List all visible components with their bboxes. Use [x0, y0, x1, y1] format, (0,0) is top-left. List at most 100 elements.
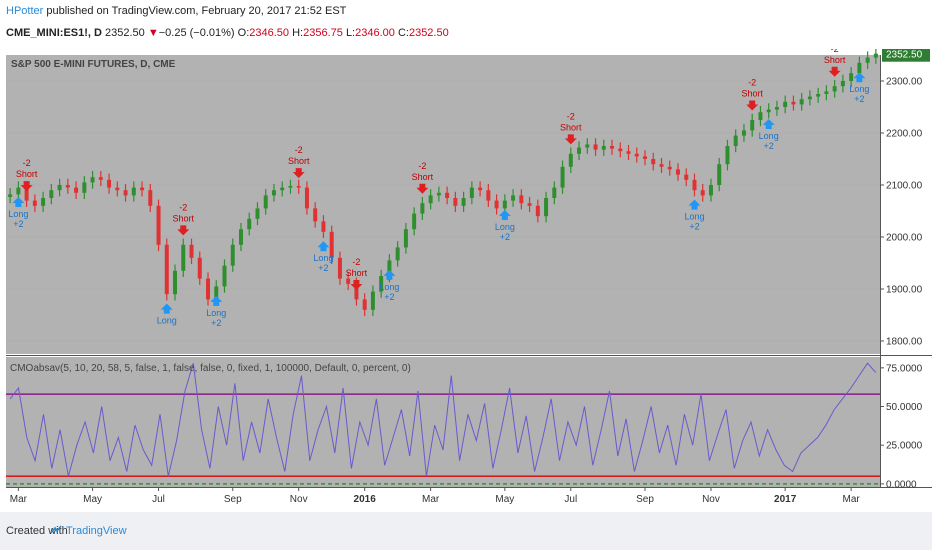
- high-label: H:: [292, 27, 304, 39]
- price-bar-body: [32, 200, 37, 206]
- price-bar-body: [131, 187, 136, 196]
- price-bar-body: [659, 164, 664, 167]
- price-bar-body: [667, 166, 672, 170]
- price-bar-body: [453, 198, 458, 206]
- price-bar-body: [238, 229, 243, 245]
- price-bar-body: [115, 187, 120, 191]
- last-price-tag: [882, 49, 930, 62]
- long-signal-qty: +2: [211, 318, 221, 328]
- publish-text: published on TradingView.com, February 2…: [46, 5, 347, 17]
- price-bar-body: [280, 187, 285, 191]
- price-bar-body: [840, 81, 845, 87]
- short-signal-qty: -2: [831, 49, 839, 54]
- price-bar-body: [461, 198, 466, 206]
- price-bar-body: [651, 159, 656, 165]
- long-signal-label: Long: [8, 209, 28, 219]
- price-bar-body: [601, 146, 606, 150]
- short-signal-label: Short: [288, 156, 310, 166]
- last-price-label: 2352.50: [886, 50, 923, 61]
- price-pane-title: S&P 500 E-MINI FUTURES, D, CME: [11, 59, 176, 70]
- long-arrow-icon: [160, 303, 173, 314]
- down-arrow-icon: ▼: [147, 27, 159, 39]
- price-bar-body: [90, 177, 95, 183]
- low-label: L:: [345, 27, 356, 39]
- price-bar-body: [24, 187, 29, 201]
- price-bar-body: [49, 190, 54, 198]
- price-bar-body: [230, 244, 235, 266]
- price-bar-body: [271, 190, 276, 196]
- long-signal-qty: +2: [854, 94, 864, 104]
- price-bar-body: [445, 192, 450, 198]
- price-bar-body: [857, 62, 862, 74]
- author-link[interactable]: HPotter: [6, 5, 44, 17]
- long-signal-label: Long: [759, 131, 779, 141]
- price-bar-body: [8, 194, 13, 197]
- short-signal-qty: -2: [352, 257, 360, 267]
- short-signal-label: Short: [412, 172, 434, 182]
- price-bar-body: [717, 164, 722, 185]
- price-bar-body: [824, 91, 829, 94]
- price-bar-body: [585, 144, 590, 148]
- short-signal-label: Short: [173, 213, 195, 223]
- long-signal-label: Long: [495, 222, 515, 232]
- time-tick-label: Mar: [422, 494, 440, 505]
- price-tick-label: 1900.00: [886, 285, 923, 296]
- price-bar-body: [395, 247, 400, 261]
- price-tick-label: 2100.00: [886, 181, 923, 192]
- osc-tick-label: 75.0000: [886, 363, 923, 374]
- price-bar-body: [123, 190, 128, 196]
- price-bar-body: [708, 185, 713, 196]
- price-bar-body: [535, 205, 540, 217]
- time-tick-label: Nov: [702, 494, 720, 505]
- price-bar-body: [164, 244, 169, 295]
- short-signal-qty: -2: [23, 158, 31, 168]
- price-bar-body: [544, 198, 549, 217]
- tradingview-logo-icon: [50, 525, 62, 534]
- short-signal-qty: -2: [418, 161, 426, 171]
- price-bar-body: [370, 291, 375, 310]
- low-value: 2346.00: [355, 27, 395, 39]
- time-tick-label: Mar: [10, 494, 28, 505]
- short-signal-qty: -2: [295, 145, 303, 155]
- price-bar-body: [560, 166, 565, 188]
- open-label: O:: [237, 27, 250, 39]
- long-signal-qty: +2: [318, 263, 328, 273]
- price-bar-body: [387, 260, 392, 276]
- time-tick-label: 2016: [354, 494, 377, 505]
- price-bar-body: [214, 286, 219, 300]
- long-signal-qty: +2: [384, 292, 394, 302]
- price-bar-body: [296, 186, 301, 188]
- created-with-text: Created with: [6, 525, 68, 537]
- price-bar-body: [527, 203, 532, 206]
- price-bar-body: [263, 195, 268, 209]
- price-bar-body: [148, 190, 153, 206]
- osc-tick-label: 0.0000: [886, 479, 917, 490]
- price-bar-body: [766, 109, 771, 113]
- price-bar-body: [684, 174, 689, 180]
- high-value: 2356.75: [303, 27, 343, 39]
- price-bar-body: [478, 187, 483, 191]
- long-signal-qty: +2: [689, 222, 699, 232]
- price-bar-body: [379, 276, 384, 292]
- price-bar-body: [733, 135, 738, 146]
- footer: Created with TradingView: [0, 512, 932, 550]
- short-signal-qty: -2: [567, 111, 575, 121]
- long-arrow-icon: [498, 210, 511, 221]
- price-bar-body: [519, 195, 524, 204]
- price-bar-body: [675, 169, 680, 175]
- time-tick-label: May: [83, 494, 102, 505]
- price-bar-body: [362, 299, 367, 310]
- price-bar-body: [750, 120, 755, 131]
- tradingview-link[interactable]: TradingView: [66, 525, 127, 537]
- chart-canvas[interactable]: 1800.00 1900.00 2000.00 2100.00 2200.00 2300.…: [0, 49, 932, 512]
- price-bar-body: [816, 94, 821, 97]
- cmo-line: [9, 362, 877, 477]
- long-arrow-icon: [210, 295, 223, 306]
- price-bar-body: [403, 229, 408, 248]
- price-bar-body: [222, 265, 227, 287]
- price-bar-body: [428, 195, 433, 204]
- price-bar-body: [486, 190, 491, 201]
- time-tick-label: Sep: [636, 494, 654, 505]
- close-label: C:: [397, 27, 409, 39]
- short-signal-label: Short: [346, 268, 368, 278]
